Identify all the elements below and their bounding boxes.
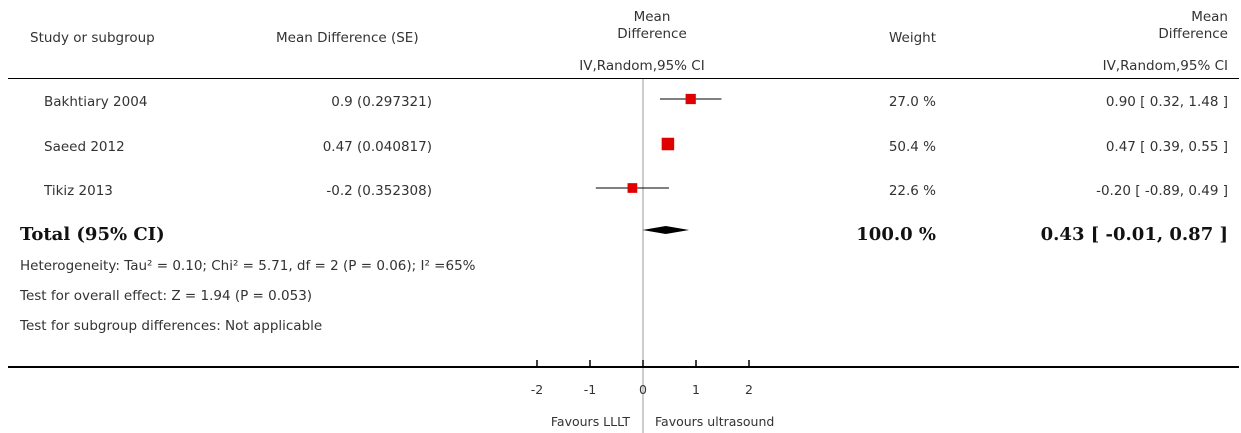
study-md-se: -0.2 (0.352308) bbox=[326, 183, 432, 199]
study-weight: 50.4 % bbox=[888, 139, 936, 155]
x-tick-label: 0 bbox=[639, 382, 647, 397]
ci-header-line1: Mean bbox=[1191, 9, 1228, 25]
study-name: Bakhtiary 2004 bbox=[44, 94, 148, 110]
total-ci: 0.43 [ -0.01, 0.87 ] bbox=[1040, 224, 1228, 245]
study-weight: 22.6 % bbox=[888, 183, 936, 199]
favours-left-label: Favours LLLT bbox=[550, 414, 630, 429]
plot-header-line2: Difference bbox=[617, 26, 687, 42]
ci-method-label: IV,Random,95% CI bbox=[1102, 58, 1228, 74]
plot-header-line1: Mean bbox=[633, 9, 671, 25]
study-md-se: 0.47 (0.040817) bbox=[322, 139, 432, 155]
study-marker bbox=[685, 93, 696, 105]
study-marker bbox=[661, 137, 675, 151]
weight-column-header: Weight bbox=[888, 30, 936, 46]
study-name: Saeed 2012 bbox=[44, 139, 125, 155]
header-divider bbox=[8, 78, 1239, 79]
subgroup-text: Test for subgroup differences: Not appli… bbox=[20, 318, 323, 334]
ci-header-line2: Difference bbox=[1158, 26, 1228, 42]
x-tick-label: -1 bbox=[584, 382, 596, 397]
study-ci: 0.90 [ 0.32, 1.48 ] bbox=[1105, 94, 1228, 110]
overall-effect-text: Test for overall effect: Z = 1.94 (P = 0… bbox=[20, 288, 313, 304]
total-label: Total (95% CI) bbox=[20, 224, 165, 245]
plot-method-label: IV,Random,95% CI bbox=[579, 58, 705, 74]
favours-right-label: Favours ultrasound bbox=[655, 414, 775, 429]
heterogeneity-text: Heterogeneity: Tau² = 0.10; Chi² = 5.71,… bbox=[20, 258, 476, 274]
x-tick-label: -2 bbox=[531, 382, 543, 397]
study-column-header: Study or subgroup bbox=[30, 30, 155, 46]
study-marker bbox=[627, 183, 638, 193]
md-se-column-header: Mean Difference (SE) bbox=[276, 30, 419, 46]
x-tick-label: 1 bbox=[692, 382, 700, 397]
total-weight: 100.0 % bbox=[856, 224, 936, 245]
study-ci: -0.20 [ -0.89, 0.49 ] bbox=[1096, 183, 1228, 199]
pooled-diamond bbox=[642, 226, 690, 234]
x-tick-label: 2 bbox=[745, 382, 753, 397]
study-md-se: 0.9 (0.297321) bbox=[331, 94, 432, 110]
study-name: Tikiz 2013 bbox=[44, 183, 113, 199]
study-ci: 0.47 [ 0.39, 0.55 ] bbox=[1105, 139, 1228, 155]
study-weight: 27.0 % bbox=[888, 94, 936, 110]
